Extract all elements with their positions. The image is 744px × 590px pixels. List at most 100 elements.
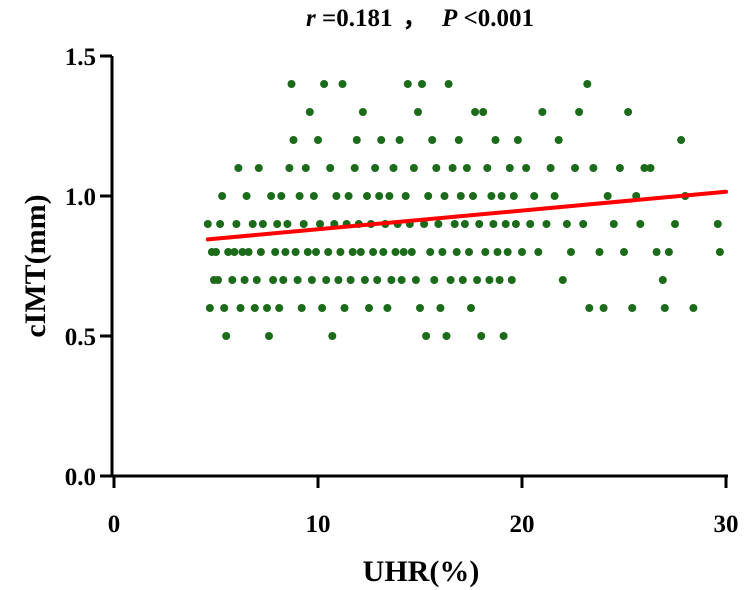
data-point [307,276,316,284]
data-point [489,220,498,228]
data-point [562,220,571,228]
data-point [242,192,251,200]
data-point [232,220,241,228]
data-point [558,276,567,284]
data-point [228,276,237,284]
data-point [499,332,508,340]
data-point [534,248,543,256]
data-point [205,304,214,312]
data-point [322,276,331,284]
data-point [250,304,259,312]
data-point [240,276,249,284]
data-point [265,332,273,340]
data-point [407,248,416,256]
data-point [299,220,308,228]
data-point [487,192,496,200]
data-point [509,192,518,200]
data-point [346,276,355,284]
data-point [426,248,435,256]
data-point [258,220,267,228]
axis-ticks: 0 10 20 30 0.0 0.5 1.0 1.5 [65,44,739,538]
data-point [365,304,373,312]
data-point [348,248,357,256]
y-tick-label: 0.5 [65,324,96,351]
data-point [244,248,253,256]
data-point [511,220,520,228]
chart-title: r =0.181 ， P <0.001 [306,5,534,32]
data-point [216,220,225,228]
data-point [620,248,628,256]
data-point [495,276,504,284]
data-point [375,192,384,200]
data-point [571,164,579,172]
data-point [471,108,480,116]
data-point [220,304,229,312]
data-point [414,108,422,116]
data-point [283,220,292,228]
data-point [450,220,459,228]
data-point [448,164,457,172]
data-point [507,276,516,284]
data-point [338,80,347,88]
data-point [603,192,612,200]
data-point [432,164,441,172]
data-point [554,136,563,144]
data-point [416,304,424,312]
data-point [575,108,584,116]
data-point [522,164,531,172]
data-point [287,80,296,88]
data-point [420,220,429,228]
data-point [320,80,329,88]
data-point [411,276,420,284]
data-point [275,304,284,312]
data-point [254,164,263,172]
data-point [493,248,502,256]
data-point [397,276,406,284]
data-point [218,192,227,200]
data-point [222,332,231,340]
data-point [542,220,551,228]
data-point [387,276,396,284]
data-point [477,332,486,340]
data-point [352,136,361,144]
data-point [360,276,369,284]
data-point [440,192,449,200]
data-point [583,80,592,88]
data-point [234,164,243,172]
data-point [428,136,437,144]
data-point [664,248,673,256]
data-point [318,304,327,312]
data-point [628,304,637,312]
data-point [316,220,324,228]
data-point [371,164,380,172]
data-point [295,192,304,200]
y-tick-label: 0.0 [65,464,96,491]
data-point [324,248,333,256]
regression-line [205,189,728,242]
data-point [401,192,410,200]
data-point [585,304,594,312]
data-point [403,80,412,88]
data-point [203,220,212,228]
data-point [579,220,588,228]
data-point [248,220,257,228]
data-point [332,192,341,200]
data-point [309,192,318,200]
data-point [462,164,471,172]
data-point [256,248,265,256]
data-point [454,136,463,144]
data-points [203,80,724,340]
data-point [550,192,559,200]
title-r-value: =0.181 [322,5,393,32]
data-point [456,192,465,200]
data-point [385,192,394,200]
data-point [395,136,404,144]
data-point [546,164,555,172]
data-point [289,136,298,144]
data-point [526,220,535,228]
x-tick-label: 20 [510,511,535,538]
data-point [358,108,367,116]
data-point [336,248,345,256]
data-point [636,220,645,228]
